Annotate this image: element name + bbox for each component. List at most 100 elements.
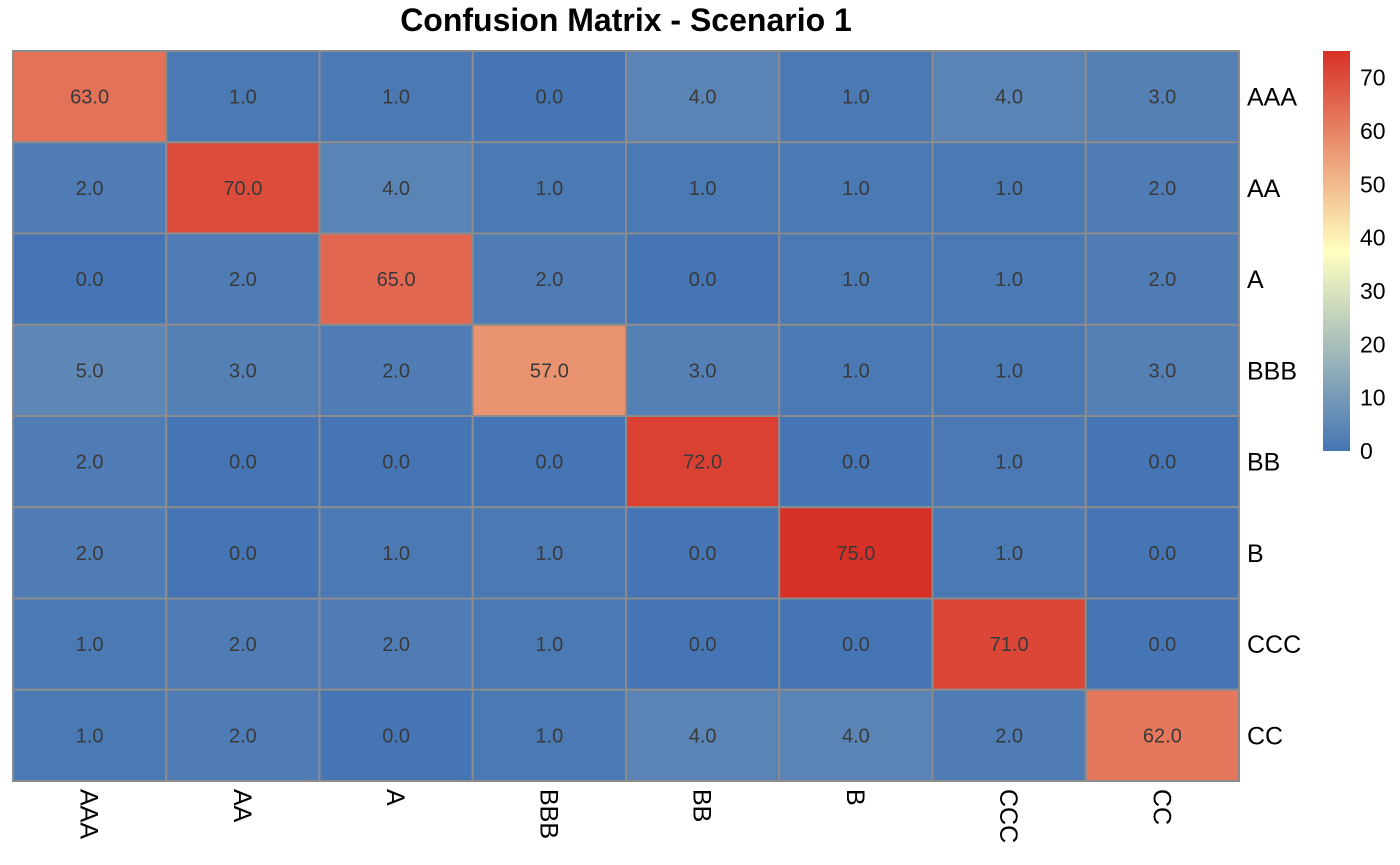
heatmap-cell [165, 141, 321, 235]
cell-value-label: 0.0 [535, 87, 563, 109]
heatmap-cell [931, 597, 1087, 691]
cell-value-label: 1.0 [842, 360, 870, 382]
cell-value-label: 3.0 [689, 360, 717, 382]
color-legend: 0 10 20 30 40 50 60 70 [1323, 51, 1386, 464]
cell-value-label: 0.0 [842, 452, 870, 474]
heatmap-cell [625, 232, 781, 326]
heatmap-cell [778, 141, 934, 235]
heatmap-cell [471, 323, 627, 417]
cell-value-label: 2.0 [229, 269, 257, 291]
column-label: CCC [994, 789, 1022, 843]
heatmap-cell [625, 506, 781, 600]
cell-value-label: 1.0 [995, 543, 1023, 565]
cell-value-label: 0.0 [1148, 543, 1176, 565]
heatmap-cell [625, 415, 781, 509]
cell-value-label: 1.0 [535, 543, 563, 565]
row-label: CCC [1247, 631, 1301, 659]
cell-value-label: 62.0 [1143, 725, 1182, 747]
cell-value-label: 1.0 [842, 87, 870, 109]
heatmap-cell [318, 688, 474, 782]
row-label: B [1247, 540, 1264, 568]
row-label: CC [1247, 722, 1283, 750]
cell-value-label: 1.0 [995, 178, 1023, 200]
cell-value-label: 0.0 [382, 725, 410, 747]
row-label: BB [1247, 449, 1280, 477]
legend-tick-label: 10 [1360, 385, 1386, 411]
heatmap-cell [1084, 506, 1240, 600]
heatmap-cell [471, 688, 627, 782]
row-label: A [1247, 266, 1264, 294]
heatmap-cell [12, 323, 168, 417]
cell-value-label: 1.0 [842, 178, 870, 200]
heatmap-cell [1084, 597, 1240, 691]
heatmap-cell [12, 232, 168, 326]
column-label: AAA [75, 789, 103, 839]
cell-value-label: 4.0 [995, 87, 1023, 109]
cell-value-label: 3.0 [1148, 87, 1176, 109]
cell-value-label: 3.0 [229, 360, 257, 382]
row-label: AA [1247, 175, 1281, 203]
heatmap-cell [625, 688, 781, 782]
row-label: BBB [1247, 357, 1297, 385]
heatmap-cell [318, 597, 474, 691]
cell-value-label: 57.0 [530, 360, 569, 382]
legend-tick-label: 30 [1360, 278, 1386, 304]
column-labels: AAA AA A BBB BB B CCC CC [75, 789, 1176, 843]
heatmap-cell [165, 232, 321, 326]
cell-value-label: 0.0 [842, 634, 870, 656]
cell-value-label: 0.0 [229, 452, 257, 474]
cell-value-label: 0.0 [1148, 452, 1176, 474]
heatmap-cell [318, 323, 474, 417]
cell-value-label: 2.0 [1148, 269, 1176, 291]
cell-value-label: 2.0 [229, 725, 257, 747]
heatmap-cell [471, 141, 627, 235]
cell-value-label: 2.0 [1148, 178, 1176, 200]
heatmap-cell [12, 688, 168, 782]
heatmap-cell [12, 597, 168, 691]
heatmap-cell [778, 688, 934, 782]
column-label: BBB [534, 789, 562, 839]
cell-value-label: 0.0 [382, 452, 410, 474]
column-label: AA [228, 789, 256, 823]
cell-value-label: 4.0 [842, 725, 870, 747]
cell-value-label: 0.0 [535, 452, 563, 474]
cell-value-label: 70.0 [223, 178, 262, 200]
cell-value-label: 1.0 [535, 725, 563, 747]
heatmap-cell [931, 415, 1087, 509]
cell-value-label: 1.0 [535, 634, 563, 656]
cell-value-label: 0.0 [1148, 634, 1176, 656]
cell-value-label: 4.0 [689, 87, 717, 109]
cell-value-label: 1.0 [382, 87, 410, 109]
heatmap-cell [778, 597, 934, 691]
cell-value-label: 0.0 [76, 269, 104, 291]
heatmap-cell [318, 506, 474, 600]
cell-value-label: 2.0 [76, 178, 104, 200]
cell-value-label: 0.0 [689, 269, 717, 291]
heatmap-grid: 63.0 1.0 1.0 0.0 4.0 1.0 4.0 3.0 2.0 70.0 4.0 1.0 1.… [12, 50, 1240, 782]
cell-value-label: 4.0 [689, 725, 717, 747]
heatmap-cell [318, 50, 474, 144]
legend-color-bar [1323, 51, 1350, 451]
cell-value-label: 72.0 [683, 452, 722, 474]
cell-value-label: 1.0 [229, 87, 257, 109]
legend-tick-label: 70 [1360, 65, 1386, 91]
heatmap-cell [625, 597, 781, 691]
heatmap-cell [931, 323, 1087, 417]
heatmap-cell [931, 232, 1087, 326]
cell-value-label: 1.0 [535, 178, 563, 200]
column-label: A [381, 789, 409, 806]
legend-tick-label: 40 [1360, 225, 1386, 251]
cell-value-label: 5.0 [76, 360, 104, 382]
legend-tick-label: 60 [1360, 118, 1386, 144]
cell-value-label: 0.0 [229, 543, 257, 565]
heatmap-cell [778, 232, 934, 326]
heatmap-cell [318, 232, 474, 326]
heatmap-cell [1084, 141, 1240, 235]
row-label: AAA [1247, 84, 1297, 112]
cell-value-label: 1.0 [382, 543, 410, 565]
cell-value-label: 4.0 [382, 178, 410, 200]
cell-value-label: 65.0 [377, 269, 416, 291]
cell-value-label: 2.0 [76, 543, 104, 565]
cell-value-label: 1.0 [995, 452, 1023, 474]
column-label: B [841, 789, 869, 806]
